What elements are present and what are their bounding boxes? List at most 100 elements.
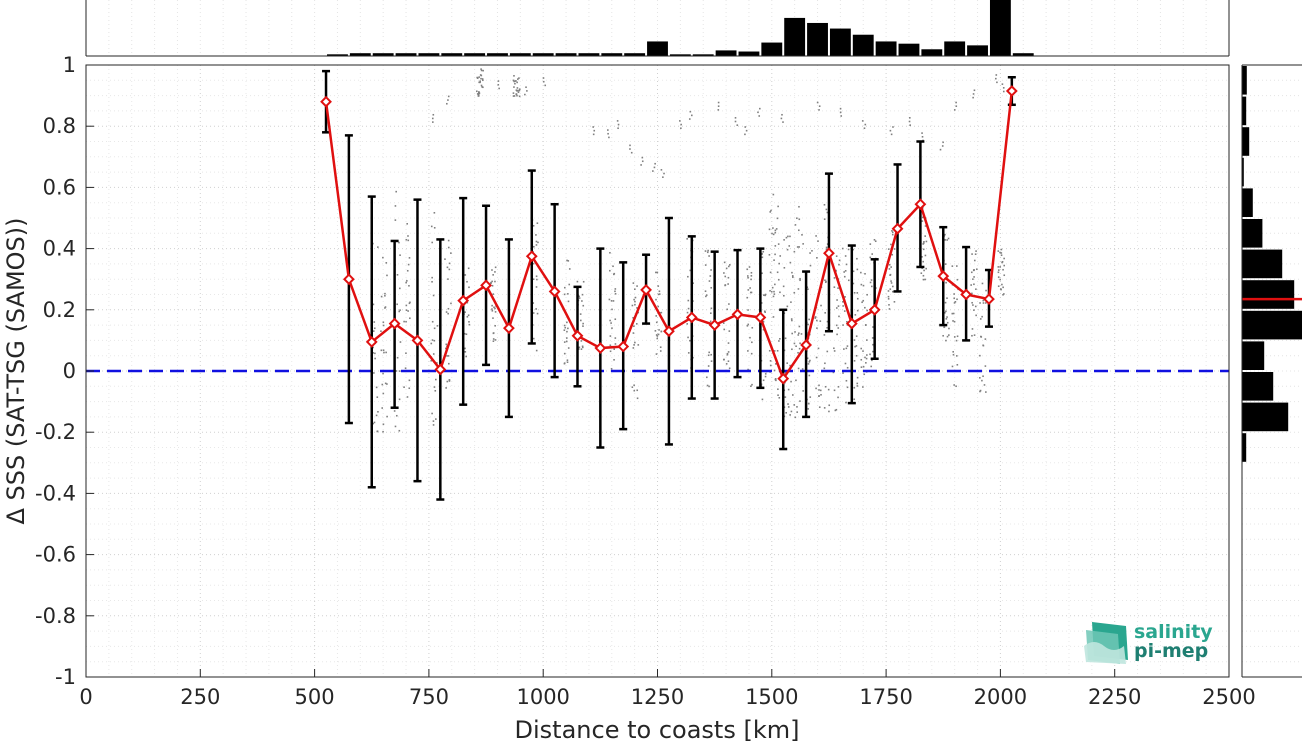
scatter-point — [853, 339, 856, 341]
scatter-point — [386, 274, 388, 277]
scatter-point — [982, 344, 984, 347]
scatter-point — [536, 222, 539, 224]
top-histogram-bar — [807, 22, 828, 56]
scatter-point — [717, 109, 720, 111]
x-axis-ticks: 0 250 500 750 1000 1250 1500 1750 2000 2250 2500 — [79, 669, 1256, 709]
scatter-point — [780, 117, 783, 120]
scatter-point — [616, 120, 619, 122]
scatter-point — [984, 338, 987, 340]
scatter-point — [592, 126, 595, 128]
scatter-point — [395, 190, 397, 193]
scatter-point — [826, 350, 829, 353]
scatter-point — [385, 351, 387, 354]
top-histogram-bar — [487, 53, 508, 56]
scatter-point — [656, 335, 659, 337]
scatter-point — [772, 227, 774, 229]
scatter-point — [465, 355, 467, 358]
scatter-point — [820, 393, 822, 396]
scatter-point — [566, 359, 569, 362]
scatter-point — [492, 340, 495, 342]
scatter-point — [869, 353, 871, 356]
scatter-point — [762, 379, 765, 382]
scatter-point — [944, 311, 946, 314]
scatter-point — [945, 339, 947, 342]
x-tick-label: 1500 — [745, 685, 798, 709]
scatter-point — [709, 320, 712, 323]
scatter-point — [807, 288, 809, 290]
scatter-point — [981, 282, 984, 285]
scatter-point — [865, 357, 868, 360]
y-axis-label: Δ SSS (SAT-TSG (SAMOS)) — [2, 217, 30, 524]
scatter-point — [826, 320, 829, 323]
scatter-point — [809, 396, 812, 398]
scatter-point — [1000, 252, 1003, 254]
scatter-point — [954, 301, 957, 303]
scatter-point — [629, 148, 631, 150]
scatter-point — [535, 349, 538, 352]
scatter-point — [448, 379, 451, 382]
scatter-point — [518, 89, 521, 92]
scatter-point — [610, 300, 613, 302]
top-histogram-bar — [715, 50, 737, 56]
scatter-point — [403, 386, 405, 388]
scatter-point — [847, 279, 850, 282]
scatter-point — [687, 352, 690, 354]
scatter-point — [855, 354, 858, 357]
scatter-point — [706, 384, 709, 387]
scatter-point — [710, 269, 712, 271]
scatter-point — [407, 263, 410, 266]
scatter-point — [794, 224, 797, 226]
scatter-point — [659, 346, 662, 349]
scatter-point — [801, 368, 804, 370]
scatter-point — [997, 250, 1000, 252]
scatter-point — [1003, 274, 1006, 277]
scatter-point — [789, 364, 791, 367]
scatter-point — [566, 361, 569, 364]
scatter-point — [609, 335, 612, 337]
mean-point — [502, 322, 515, 335]
scatter-point — [953, 293, 955, 295]
scatter-point — [793, 342, 796, 345]
scatter-point — [785, 236, 788, 239]
scatter-point — [479, 80, 482, 83]
scatter-point — [384, 292, 386, 295]
scatter-point — [777, 205, 779, 208]
right-histogram-bars — [1242, 66, 1302, 462]
scatter-point — [979, 390, 981, 393]
scatter-point — [783, 294, 785, 297]
scatter-point — [791, 275, 794, 277]
scatter-point — [776, 271, 779, 274]
y-tick-label: 0 — [63, 359, 76, 383]
scatter-point — [655, 353, 658, 355]
scatter-point — [860, 283, 863, 286]
scatter-point — [983, 384, 986, 386]
scatter-point — [567, 260, 570, 262]
scatter-point — [384, 382, 387, 385]
scatter-point — [889, 274, 891, 276]
scatter-point — [566, 321, 568, 324]
scatter-point — [784, 337, 787, 340]
scatter-point — [535, 308, 537, 310]
scatter-point — [924, 254, 927, 257]
scatter-point — [609, 319, 611, 322]
top-histogram-bar — [852, 34, 874, 56]
scatter-point — [578, 346, 581, 349]
scatter-point — [768, 253, 771, 256]
scatter-point — [399, 341, 402, 343]
scatter-point — [581, 300, 583, 302]
scatter-point — [779, 291, 781, 294]
scatter-point — [373, 321, 376, 323]
scatter-point — [447, 99, 449, 101]
scatter-point — [614, 293, 617, 295]
scatter-point — [835, 408, 838, 411]
scatter-point — [663, 172, 665, 175]
scatter-point — [856, 309, 859, 312]
scatter-point — [632, 316, 634, 319]
scatter-point — [723, 358, 725, 361]
scatter-point — [999, 266, 1002, 268]
scatter-point — [852, 248, 854, 251]
scatter-point — [852, 282, 855, 285]
scatter-point — [393, 410, 396, 412]
scatter-point — [796, 406, 798, 408]
scatter-point — [567, 327, 569, 330]
